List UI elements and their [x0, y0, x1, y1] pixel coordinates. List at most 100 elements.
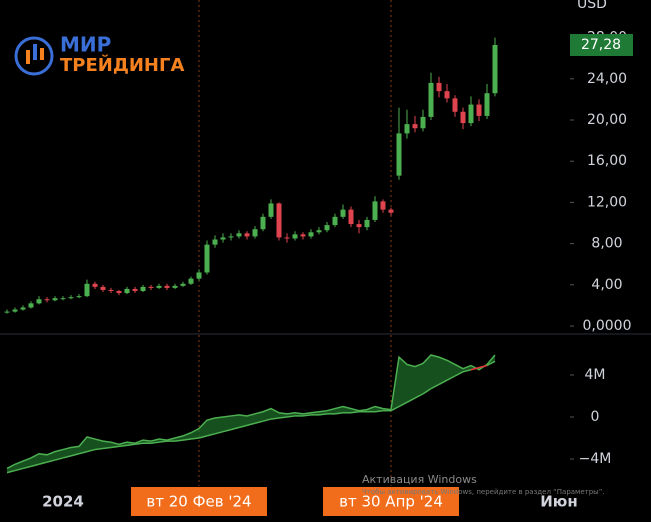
signal-segment	[262, 418, 272, 422]
candle-body	[20, 307, 26, 310]
candle-body	[228, 236, 234, 238]
signal-segment	[78, 450, 88, 455]
signal-segment	[254, 420, 264, 425]
candle-body	[476, 104, 482, 116]
candle-body	[388, 209, 394, 213]
signal-segment	[102, 446, 112, 450]
y-tick-label: 0,0000	[583, 318, 632, 334]
y-tick-label: 8,00	[591, 236, 622, 252]
candle-body	[36, 299, 42, 304]
candle-body	[404, 124, 410, 134]
candle-body	[420, 116, 426, 129]
signal-segment	[150, 441, 160, 444]
candle-body	[324, 225, 330, 231]
watermark-title: Активация Windows	[362, 473, 477, 486]
candle-body	[444, 91, 450, 99]
signal-segment	[438, 379, 448, 386]
unit-label: USD	[577, 0, 607, 12]
candle-body	[484, 93, 490, 116]
candle-body	[276, 203, 282, 238]
candle-body	[356, 224, 362, 228]
candle-body	[292, 234, 298, 239]
signal-segment	[70, 453, 80, 457]
logo-text: МИР	[60, 33, 111, 57]
y-tick-label: 4,00	[591, 277, 622, 293]
candle-body	[372, 201, 378, 220]
logo-icon	[26, 50, 30, 64]
signal-segment	[174, 439, 184, 442]
signal-segment	[206, 433, 216, 437]
candle-body	[428, 82, 434, 117]
indicator-line	[6, 354, 496, 470]
x-tick-label: вт 20 Фев '24	[146, 493, 251, 511]
candle-body	[188, 278, 194, 284]
candle-body	[460, 111, 466, 124]
signal-segment	[6, 469, 16, 474]
y-tick-label: −4M	[579, 451, 612, 467]
signal-segment	[238, 424, 248, 429]
signal-segment	[334, 412, 344, 415]
candle-body	[316, 230, 322, 233]
signal-segment	[30, 463, 40, 468]
candle-body	[380, 201, 386, 210]
signal-segment	[22, 465, 32, 470]
candle-body	[300, 234, 306, 237]
x-tick-label: 2024	[42, 493, 84, 511]
logo: МИР ТРЕЙДИНГА	[14, 33, 184, 76]
indicator-pane: −4M 0 4M	[6, 354, 612, 474]
y-tick-label: 20,00	[587, 112, 627, 128]
candle-body	[412, 124, 418, 129]
signal-segment	[54, 457, 64, 461]
candle-body	[212, 239, 218, 245]
signal-segment	[398, 401, 408, 408]
x-tick-label: Июн	[540, 493, 578, 511]
signal-segment	[158, 440, 168, 443]
candle-body	[364, 219, 370, 228]
signal-segment	[470, 366, 480, 371]
candle-body	[132, 288, 138, 292]
candle-body	[244, 233, 250, 237]
signal-segment	[222, 428, 232, 433]
candle-body	[84, 283, 90, 297]
signal-segment	[126, 443, 136, 447]
time-axis: 2024 вт 20 Фев '24 вт 30 Апр '24 Июн	[42, 487, 578, 516]
signal-segment	[110, 445, 120, 449]
signal-segment	[278, 416, 288, 419]
candle-body	[28, 303, 34, 308]
signal-segment	[422, 387, 432, 395]
candle-body	[180, 283, 186, 286]
signal-segment	[118, 444, 128, 448]
fill-area	[7, 355, 495, 473]
candle-body	[108, 289, 114, 292]
signal-segment	[198, 435, 208, 439]
candle-body	[164, 285, 170, 288]
watermark-text: Чтобы активировать Windows, перейдите в …	[362, 488, 605, 496]
candle-body	[60, 298, 66, 300]
signal-segment	[134, 442, 144, 446]
signal-segment	[374, 409, 384, 413]
signal-segment	[390, 405, 400, 412]
candle-body	[68, 297, 74, 299]
signal-segment	[486, 360, 496, 367]
y-tick-label: 12,00	[587, 194, 627, 210]
signal-segment	[190, 437, 200, 440]
candle-body	[52, 298, 58, 301]
candle-body	[468, 104, 474, 124]
price-pane: 0,00004,008,0012,0016,0020,0024,0028,002…	[4, 0, 633, 486]
candle-body	[236, 233, 242, 237]
signal-segment	[302, 414, 312, 417]
signal-segment	[86, 448, 96, 453]
y-tick-label: 0	[591, 409, 600, 425]
candle-body	[76, 296, 82, 298]
signal-segment	[478, 364, 488, 369]
signal-segment	[406, 397, 416, 403]
candle-body	[196, 272, 202, 279]
y-tick-label: 24,00	[587, 71, 627, 87]
signal-segment	[350, 410, 360, 414]
marker-box	[131, 487, 267, 516]
signal-segment	[94, 447, 104, 451]
signal-segment	[454, 371, 464, 377]
